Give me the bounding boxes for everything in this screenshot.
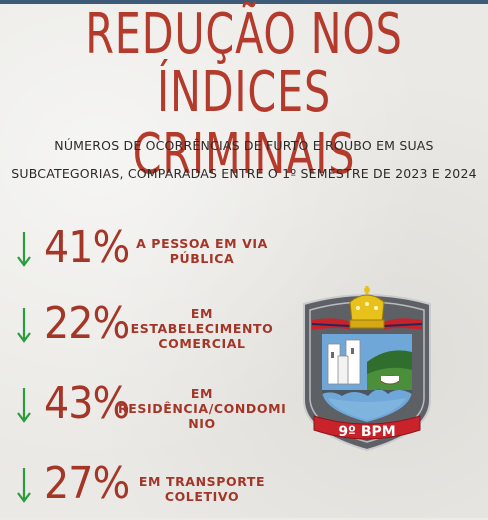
stat-value: 22% (44, 298, 130, 349)
stat-label-line: EM (190, 386, 214, 401)
stat-label-line: COLETIVO (164, 489, 240, 504)
stat-row: 43% EM RESIDÊNCIA/CONDOMI NIO (0, 380, 300, 440)
stat-label-line: COMERCIAL (158, 336, 246, 351)
stat-label-line: EM (190, 306, 214, 321)
title-line-2: ÍNDICES CRIMINAIS (132, 60, 356, 187)
arrow-down-icon (17, 308, 31, 343)
stat-label-line: EM TRANSPORTE (138, 474, 266, 489)
stat-value: 43% (44, 378, 130, 429)
arrow-down-icon (17, 232, 31, 267)
subtitle-line-2: SUBCATEGORIAS, COMPARADAS ENTRE O 1º SEM… (11, 166, 477, 181)
stat-label: A PESSOA EM VIA PÚBLICA (118, 236, 286, 266)
stat-value: 41% (44, 222, 130, 273)
stat-row: 41% A PESSOA EM VIA PÚBLICA (0, 222, 300, 282)
stat-value: 27% (44, 458, 130, 509)
arrow-down-icon (17, 468, 31, 503)
battalion-badge-icon: 9º BPM (303, 286, 431, 452)
arrow-down-icon (17, 388, 31, 423)
stat-label: EM TRANSPORTE COLETIVO (118, 474, 286, 504)
subtitle-line-1: NÚMEROS DE OCORRÊNCIAS DE FURTO E ROUBO … (54, 138, 434, 153)
stat-row: 27% EM TRANSPORTE COLETIVO (0, 460, 300, 520)
stat-label-line: NIO (188, 416, 216, 431)
stat-label-line: A PESSOA EM VIA (136, 236, 268, 251)
badge-label: 9º BPM (338, 424, 395, 440)
stat-row: 22% EM ESTABELECIMENTO COMERCIAL (0, 300, 300, 360)
stat-label-line: ESTABELECIMENTO (130, 321, 274, 336)
stat-label-line: RESIDÊNCIA/CONDOMI (118, 401, 287, 416)
title-line-1: REDUÇÃO NOS (85, 2, 403, 67)
stat-label: EM ESTABELECIMENTO COMERCIAL (118, 306, 286, 351)
top-accent-bar (0, 0, 488, 4)
stat-label-line: PÚBLICA (169, 251, 235, 266)
stat-label: EM RESIDÊNCIA/CONDOMI NIO (118, 386, 286, 431)
